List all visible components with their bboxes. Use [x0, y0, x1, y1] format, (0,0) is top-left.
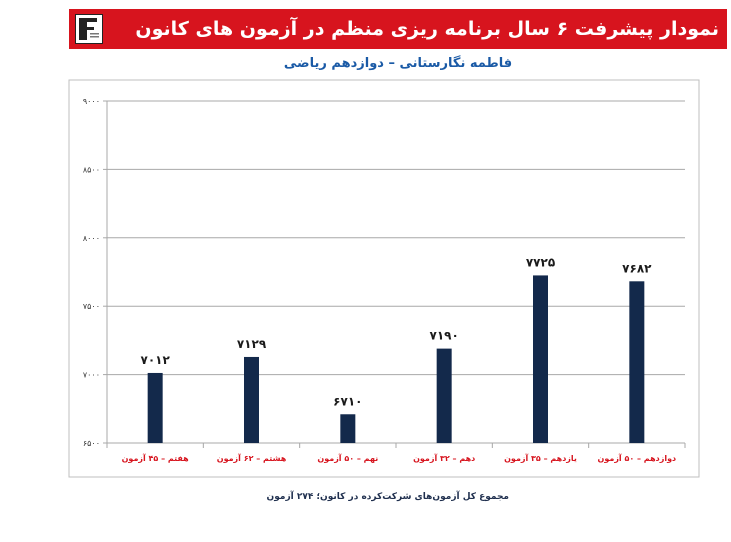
- x-tick-label: نهم – ۵۰ آزمون: [317, 453, 378, 463]
- footer-note: مجموع کل آزمون‌های شرکت‌کرده در کانون؛ ۲…: [266, 492, 509, 502]
- plot-area-border: [68, 79, 700, 478]
- bar: [629, 281, 645, 443]
- y-tick-label: ۸۰۰۰: [83, 234, 100, 243]
- data-label: ۷۷۲۵: [526, 255, 555, 269]
- y-tick-label: ۹۰۰۰: [83, 97, 100, 106]
- bar: [244, 356, 259, 443]
- page-title: نمودار پیشرفت ۶ سال برنامه ریزی منظم در …: [135, 18, 719, 40]
- data-label: ۷۶۸۲: [622, 261, 652, 275]
- x-tick-label: دهم – ۳۲ آزمون: [413, 453, 475, 463]
- x-tick-label: هفتم – ۴۵ آزمون: [122, 453, 190, 463]
- chart-title: فاطمه نگارستانی – دوازدهم ریاضی: [283, 56, 513, 71]
- data-label: ۷۰۱۲: [141, 353, 171, 367]
- data-label: ۶۷۱۰: [333, 394, 362, 408]
- value-labels: ۷۰۱۲ ۷۱۲۹ ۶۷۱۰ ۷۱۹۰ ۷۷۲۵ ۷۶۸۲: [141, 255, 653, 408]
- y-tick-label: ۸۵۰۰: [83, 165, 100, 174]
- title-banner: نمودار پیشرفت ۶ سال برنامه ریزی منظم در …: [69, 9, 727, 49]
- y-axis-ticks: ۶۵۰۰ ۷۰۰۰ ۷۵۰۰ ۸۰۰۰ ۸۵۰۰ ۹۰۰۰: [83, 97, 100, 448]
- y-tick-label: ۷۵۰۰: [83, 302, 100, 311]
- x-axis-ticks: هفتم – ۴۵ آزمون هشتم – ۶۲ آزمون نهم – ۵۰ آ…: [122, 453, 677, 463]
- bars: [147, 275, 645, 443]
- x-tick-label: هشتم – ۶۲ آزمون: [217, 453, 287, 463]
- data-label: ۷۱۹۰: [430, 329, 459, 343]
- x-tick-label: یازدهم – ۳۵ آزمون: [504, 453, 577, 463]
- bar: [533, 275, 548, 443]
- x-tick-label: دوازدهم – ۵۰ آزمون: [598, 453, 677, 463]
- bar: [436, 348, 452, 443]
- gridlines: [103, 100, 686, 448]
- logo-icon: [75, 14, 103, 44]
- y-tick-label: ۷۰۰۰: [83, 371, 100, 380]
- bar: [340, 414, 356, 443]
- bar: [147, 372, 163, 443]
- data-label: ۷۱۲۹: [237, 337, 267, 351]
- y-tick-label: ۶۵۰۰: [83, 439, 100, 448]
